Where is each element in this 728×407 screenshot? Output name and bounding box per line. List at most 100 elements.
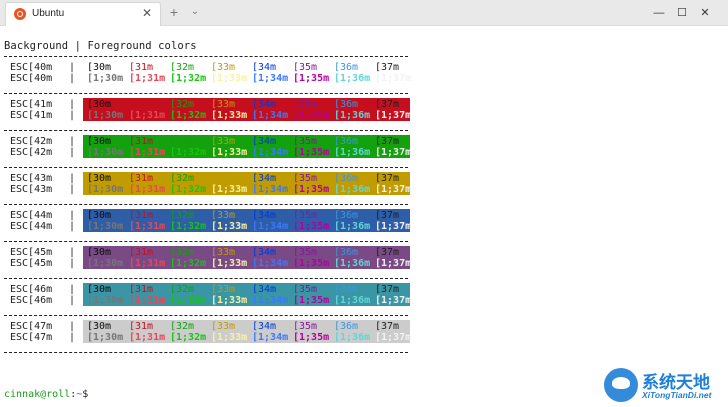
background-swatch [83, 283, 410, 306]
background-code-label: ESC[44m [10, 221, 53, 232]
foreground-color-sample: [34m [252, 99, 277, 110]
maximize-button[interactable]: ☐ [677, 7, 687, 19]
background-code-label: ESC[40m [10, 62, 53, 73]
foreground-color-sample: [32m [170, 247, 195, 258]
foreground-color-sample: [36m [334, 173, 359, 184]
foreground-color-sample: [30m [87, 321, 112, 332]
separator-line [4, 352, 408, 353]
foreground-color-sample: [36m [334, 99, 359, 110]
title-bar: Ubuntu ✕ + ⌄ — ☐ ✕ [0, 0, 728, 26]
foreground-color-sample: [1;37m [375, 332, 412, 343]
column-divider: | [69, 147, 76, 158]
separator-line [4, 130, 408, 131]
foreground-color-sample: [1;31m [129, 110, 166, 121]
color-table-header: Background | Foreground colors [4, 40, 197, 52]
foreground-color-sample: [31m [129, 210, 154, 221]
background-code-label: ESC[44m [10, 210, 53, 221]
column-divider: | [69, 258, 76, 269]
background-code-label: ESC[43m [10, 184, 53, 195]
foreground-color-sample: [34m [252, 136, 277, 147]
foreground-color-sample: [31m [129, 62, 154, 73]
foreground-color-sample: [35m [293, 247, 318, 258]
foreground-color-sample: [1;30m [87, 73, 124, 84]
background-code-label: ESC[43m [10, 173, 53, 184]
foreground-color-sample: [1;30m [87, 258, 124, 269]
foreground-color-sample: [1;31m [129, 147, 166, 158]
column-divider: | [69, 221, 76, 232]
background-code-label: ESC[46m [10, 295, 53, 306]
foreground-color-sample: [1;34m [252, 221, 289, 232]
tab-close-button[interactable]: ✕ [141, 6, 153, 20]
foreground-color-sample: [37m [375, 247, 400, 258]
foreground-color-sample: [1;33m [211, 295, 248, 306]
foreground-color-sample: [33m [211, 284, 236, 295]
foreground-color-sample: [1;37m [375, 258, 412, 269]
column-divider: | [69, 73, 76, 84]
shell-prompt[interactable]: cinnak@roll:~$ [4, 389, 89, 400]
tab-dropdown-button[interactable]: ⌄ [190, 6, 200, 17]
foreground-color-sample: [33m [211, 99, 236, 110]
foreground-color-sample: [33m [211, 210, 236, 221]
background-swatch [83, 172, 410, 195]
foreground-color-sample: [31m [129, 99, 154, 110]
foreground-color-sample: [34m [252, 210, 277, 221]
minimize-button[interactable]: — [653, 7, 665, 19]
foreground-color-sample: [1;35m [293, 147, 330, 158]
column-divider: | [69, 247, 76, 258]
foreground-color-sample: [1;35m [293, 221, 330, 232]
foreground-color-sample: [32m [170, 62, 195, 73]
site-watermark: 系统天地 XiTongTianDi.net [604, 366, 724, 404]
tab-ubuntu[interactable]: Ubuntu ✕ [5, 2, 161, 26]
foreground-color-sample: [35m [293, 136, 318, 147]
foreground-color-sample: [30m [87, 284, 112, 295]
foreground-color-sample: [1;31m [129, 295, 166, 306]
ubuntu-icon [14, 8, 26, 20]
background-code-label: ESC[42m [10, 147, 53, 158]
foreground-color-sample: [1;32m [170, 258, 207, 269]
foreground-color-sample: [1;33m [211, 221, 248, 232]
new-tab-button[interactable]: + [169, 4, 179, 20]
foreground-color-sample: [1;34m [252, 332, 289, 343]
foreground-color-sample: [1;31m [129, 73, 166, 84]
foreground-color-sample: [32m [170, 210, 195, 221]
foreground-color-sample: [1;33m [211, 258, 248, 269]
foreground-color-sample: [30m [87, 136, 112, 147]
foreground-color-sample: [1;35m [293, 110, 330, 121]
foreground-color-sample: [1;37m [375, 147, 412, 158]
foreground-color-sample: [1;32m [170, 295, 207, 306]
foreground-color-sample: [30m [87, 173, 112, 184]
background-code-label: ESC[41m [10, 99, 53, 110]
separator-line [4, 315, 408, 316]
foreground-color-sample: [30m [87, 62, 112, 73]
foreground-color-sample: [31m [129, 136, 154, 147]
foreground-color-sample: [1;32m [170, 221, 207, 232]
terminal-output[interactable]: Background | Foreground colors ESC[40m | [… [0, 27, 728, 407]
background-code-label: ESC[41m [10, 110, 53, 121]
foreground-color-sample: [1;30m [87, 147, 124, 158]
foreground-color-sample: [37m [375, 321, 400, 332]
foreground-color-sample: [32m [170, 321, 195, 332]
foreground-color-sample: [30m [87, 247, 112, 258]
foreground-color-sample: [1;34m [252, 147, 289, 158]
foreground-color-sample: [1;32m [170, 73, 207, 84]
background-code-label: ESC[42m [10, 136, 53, 147]
column-divider: | [69, 173, 76, 184]
close-window-button[interactable]: ✕ [700, 7, 710, 19]
foreground-color-sample: [1;35m [293, 258, 330, 269]
foreground-color-sample: [31m [129, 247, 154, 258]
foreground-color-sample: [1;37m [375, 221, 412, 232]
foreground-color-sample: [36m [334, 284, 359, 295]
foreground-color-sample: [1;31m [129, 332, 166, 343]
foreground-color-sample: [30m [87, 99, 112, 110]
foreground-color-sample: [36m [334, 321, 359, 332]
foreground-color-sample: [1;36m [334, 184, 371, 195]
foreground-color-sample: [1;33m [211, 110, 248, 121]
foreground-color-sample: [1;30m [87, 295, 124, 306]
foreground-color-sample: [33m [211, 62, 236, 73]
foreground-color-sample: [1;35m [293, 295, 330, 306]
foreground-color-sample: [1;35m [293, 73, 330, 84]
background-code-label: ESC[47m [10, 321, 53, 332]
background-code-label: ESC[40m [10, 73, 53, 84]
foreground-color-sample: [34m [252, 62, 277, 73]
foreground-color-sample: [1;30m [87, 221, 124, 232]
